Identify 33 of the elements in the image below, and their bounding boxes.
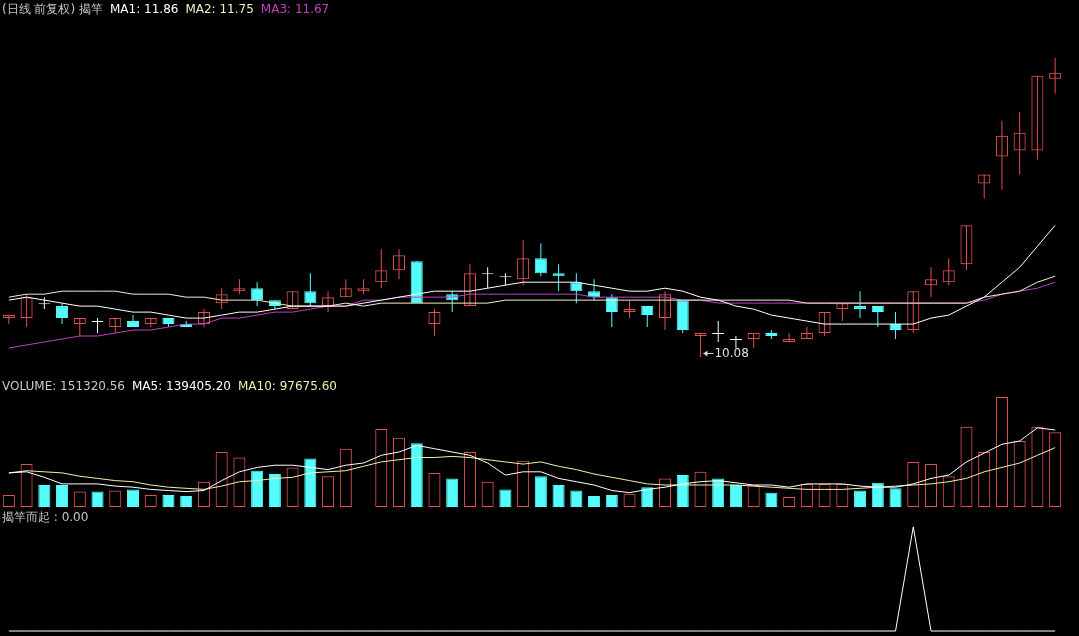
bar (38, 485, 51, 507)
text: MA10: 97675.60 (237, 379, 337, 393)
text: MA2: 11.75 (185, 2, 254, 16)
chart-title: VOLUME: 151320.56 (2, 379, 125, 393)
annotation: 10.08 (714, 346, 749, 361)
candlestick (889, 312, 902, 340)
text: MA5: 139405.20 (132, 379, 231, 393)
bar (268, 474, 281, 507)
candlestick (251, 282, 264, 307)
candlestick (126, 315, 140, 328)
bar (534, 476, 547, 507)
bar (871, 482, 884, 507)
candlestick (871, 306, 884, 328)
candlestick (552, 264, 565, 292)
candlestick (729, 336, 742, 348)
candlestick (765, 330, 778, 340)
chart-title: 揭竿而起 : 0.00 (2, 510, 89, 524)
candlestick (676, 300, 689, 334)
candlestick (854, 291, 867, 319)
text: MA3: 11.67 (260, 2, 330, 16)
bar (446, 478, 459, 507)
bar (552, 485, 565, 507)
candlestick (534, 243, 547, 277)
candlestick (641, 306, 654, 328)
bar (729, 485, 742, 507)
bar (304, 458, 317, 507)
bar (56, 485, 69, 507)
chart-title: (日线 前复权) 揭竿 (2, 2, 103, 16)
bar (410, 443, 423, 507)
bar (676, 475, 689, 507)
bar (251, 470, 264, 507)
text: MA1: 11.86 (110, 2, 179, 16)
candlestick (304, 273, 317, 307)
